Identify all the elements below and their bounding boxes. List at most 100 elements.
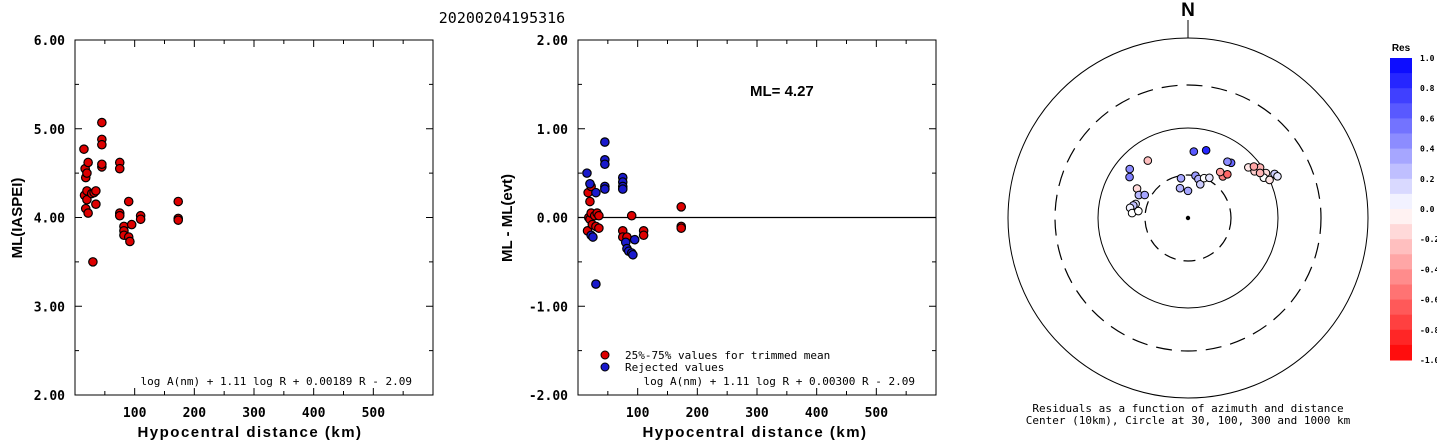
x-tick-label: 500 — [362, 406, 386, 421]
ml-point — [83, 157, 93, 168]
colorbar-cell — [1390, 314, 1412, 331]
ml-point — [173, 215, 184, 225]
ml-point — [82, 194, 92, 205]
y-tick-label: 5.00 — [34, 123, 65, 138]
trimmed-point — [676, 202, 687, 212]
ml-y-ticks: 2.00 3.00 4.00 5.00 6.00 — [34, 34, 433, 404]
legend-label-trimmed: 25%-75% values for trimmed mean — [625, 349, 830, 362]
y-tick-label: 6.00 — [34, 34, 65, 49]
x-tick-label: 200 — [183, 406, 207, 421]
trimmed-point — [585, 196, 595, 207]
ml-point — [91, 199, 101, 209]
y-tick-label: -2.00 — [529, 389, 568, 404]
residual-y-axis-label: ML - ML(evt) — [499, 174, 516, 262]
colorbar-cell — [1390, 329, 1412, 346]
colorbar-cell — [1390, 88, 1412, 104]
colorbar-cell — [1390, 58, 1412, 74]
colorbar-cells — [1390, 58, 1412, 361]
trimmed-point — [594, 223, 604, 233]
ml-y-axis-label: ML(IASPEI) — [9, 178, 26, 259]
ml-formula: log A(nm) + 1.11 log R + 0.00189 R - 2.0… — [140, 375, 412, 388]
ml-point — [97, 139, 107, 150]
colorbar-cell — [1390, 209, 1412, 225]
legend-label-rejected: Rejected values — [625, 361, 724, 374]
residual-points — [582, 137, 687, 289]
trimmed-point — [626, 210, 637, 221]
ml-point — [88, 257, 98, 267]
azimuth-point — [1249, 162, 1259, 171]
colorbar-cell — [1390, 163, 1412, 180]
ml-point — [135, 214, 146, 225]
colorbar-cell — [1390, 148, 1412, 165]
x-tick-label: 300 — [242, 406, 266, 421]
legend-marker-trimmed — [600, 350, 610, 360]
colorbar-tick-label: 0.4 — [1420, 145, 1435, 154]
residual-y-ticks: -2.00 -1.00 0.00 1.00 2.00 — [529, 34, 936, 404]
ml-point — [125, 236, 135, 247]
y-tick-label: 2.00 — [537, 34, 568, 49]
azimuth-point — [1215, 167, 1225, 177]
colorbar-cell — [1390, 344, 1412, 361]
ml-point — [114, 163, 125, 174]
rejected-point — [585, 178, 595, 189]
ml-point — [82, 168, 92, 178]
x-tick-label: 400 — [805, 406, 829, 421]
residual-formula: log A(nm) + 1.11 log R + 0.00300 R - 2.0… — [643, 375, 915, 388]
y-tick-label: 1.00 — [537, 123, 568, 138]
rejected-point — [629, 234, 640, 245]
azimuth-points — [1125, 146, 1282, 218]
azimuth-point — [1223, 169, 1232, 179]
y-tick-label: 3.00 — [34, 300, 65, 315]
azimuth-point — [1255, 168, 1265, 178]
ml-point — [126, 219, 137, 230]
ml-plot-frame — [74, 39, 434, 396]
ml-point — [97, 117, 107, 128]
ml-point — [79, 144, 89, 154]
x-tick-label: 100 — [123, 406, 147, 421]
azimuth-point — [1183, 186, 1193, 196]
ml-point — [97, 159, 107, 170]
legend: 25%-75% values for trimmed mean Rejected… — [600, 349, 830, 374]
colorbar-cell — [1390, 193, 1412, 210]
y-tick-label: 0.00 — [537, 212, 568, 227]
circle-300km — [1054, 84, 1322, 352]
rejected-point — [591, 279, 601, 289]
colorbar-tick-label: 0.0 — [1420, 205, 1435, 214]
y-tick-label: 2.00 — [34, 389, 65, 404]
azimuth-point — [1189, 147, 1199, 156]
colorbar-tick-label: -0.8 — [1420, 326, 1437, 335]
colorbar-cell — [1390, 178, 1412, 195]
y-tick-label: -1.00 — [529, 300, 568, 315]
azimuth-point — [1176, 174, 1186, 183]
residual-colorbar: Res 1.0 0.8 0.6 0.4 0.2 0.0 -0.2 -0.4 -0.6 -0.8 -1… — [1390, 43, 1437, 365]
trimmed-point — [676, 223, 687, 233]
azimuth-point — [1134, 206, 1143, 216]
colorbar-tick-label: 1.0 — [1420, 54, 1435, 63]
epicenter-marker — [1185, 215, 1191, 221]
x-tick-label: 200 — [686, 406, 710, 421]
colorbar-cell — [1390, 299, 1412, 316]
rejected-point — [591, 187, 601, 198]
colorbar-tick-label: -0.2 — [1420, 235, 1437, 244]
ml-point — [91, 186, 101, 196]
rejected-point — [617, 184, 628, 194]
ml-point — [83, 208, 93, 218]
ml-point — [114, 210, 125, 221]
x-tick-label: 300 — [745, 406, 769, 421]
colorbar-cell — [1390, 133, 1412, 150]
azimuth-point — [1273, 171, 1282, 181]
colorbar-tick-label: -0.4 — [1420, 265, 1437, 274]
colorbar-tick-label: -1.0 — [1420, 356, 1437, 365]
colorbar-tick-label: 0.2 — [1420, 175, 1435, 184]
colorbar-cell — [1390, 254, 1412, 270]
residual-x-axis-label: Hypocentral distance (km) — [642, 424, 867, 441]
legend-marker-rejected — [600, 362, 610, 372]
azimuth-point — [1125, 172, 1134, 182]
azimuth-point — [1265, 175, 1274, 185]
azimuth-point — [1223, 157, 1232, 166]
figure-title: 20200204195316 — [439, 9, 565, 27]
azimuth-point — [1140, 190, 1150, 200]
ml-point — [123, 196, 134, 207]
colorbar-cell — [1390, 103, 1412, 119]
azimuth-point — [1175, 183, 1185, 193]
